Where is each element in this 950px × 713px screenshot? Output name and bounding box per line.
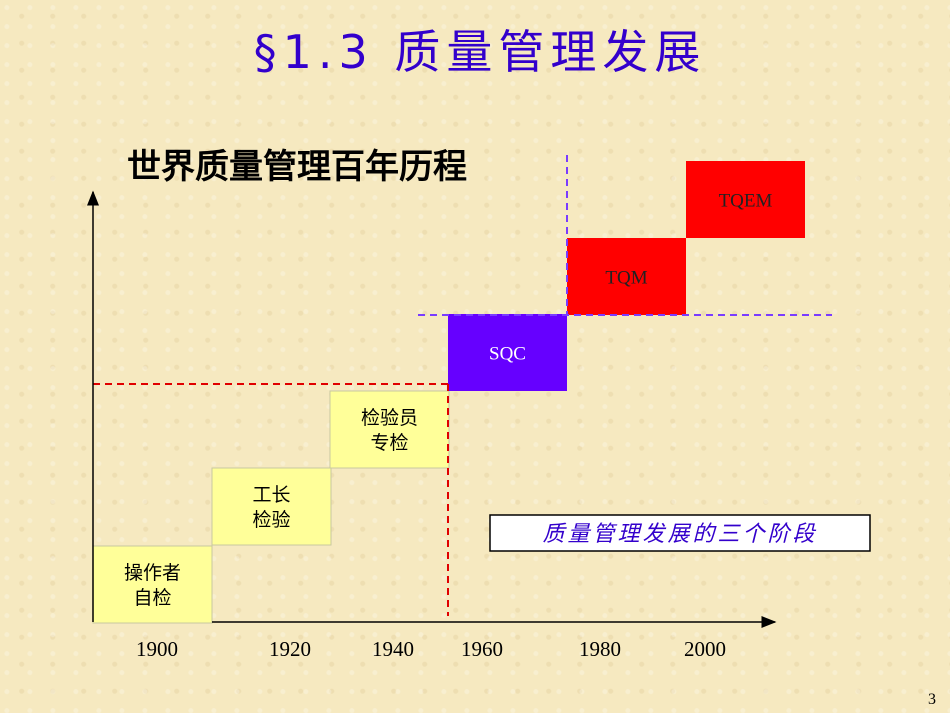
year-label: 2000 [684,637,726,661]
stage-box [448,314,567,391]
year-label: 1940 [372,637,414,661]
diagram-title: 世界质量管理百年历程 [127,147,467,187]
year-label: 1920 [269,637,311,661]
stage-label: TQM [605,268,647,289]
year-label: 1960 [461,637,503,661]
stage-label: 检验员 [361,407,418,429]
stage-label: 检验 [252,509,290,531]
legend-box [489,514,871,552]
year-label: 1980 [579,637,621,661]
stage-label: TQEM [719,191,773,212]
stage-box [92,545,213,624]
page-number: 3 [928,691,936,708]
stage-label: 专检 [370,432,408,454]
stage-box [329,390,450,469]
stage-label: 工长 [252,484,290,506]
year-label: 1900 [136,637,178,661]
stage-box [567,238,686,315]
slide-title: §1.3 质量管理发展 [254,25,707,79]
stage-label: 自检 [133,587,171,609]
stage-label: SQC [489,344,526,365]
stage-box [686,161,805,238]
stage-label: 操作者 [124,562,181,584]
stage-box [211,467,332,546]
legend-text: 质量管理发展的三个阶段 [542,522,817,547]
